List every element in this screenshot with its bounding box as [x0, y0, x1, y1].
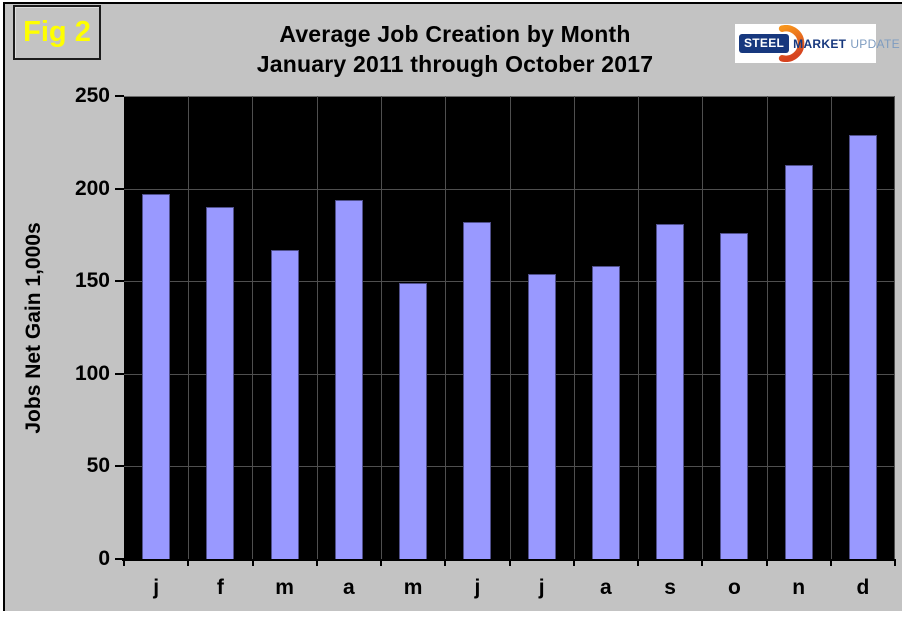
x-tick-label: n: [792, 576, 806, 599]
y-axis-tick: [115, 465, 124, 468]
bar: [206, 207, 235, 559]
x-tick-label: m: [275, 576, 294, 599]
plot-area: [124, 96, 895, 559]
x-axis-tick: [123, 559, 125, 566]
x-tick-label: s: [664, 576, 676, 599]
logo-steel-badge: STEEL: [739, 34, 790, 53]
v-gridline: [445, 96, 447, 559]
chart-title-line1: Average Job Creation by Month: [279, 21, 631, 47]
y-tick-label: 200: [74, 176, 110, 200]
x-tick-label: m: [403, 576, 423, 599]
y-tick-label: 250: [74, 84, 110, 107]
x-axis-tick: [765, 559, 768, 566]
bar: [463, 221, 492, 559]
chart-title: Average Job Creation by Month January 20…: [135, 19, 775, 79]
bar: [270, 249, 299, 559]
v-gridline: [830, 96, 832, 559]
x-axis-tick: [572, 559, 575, 566]
x-axis-tick: [380, 559, 382, 566]
v-gridline: [637, 96, 639, 559]
y-axis-tick: [115, 187, 124, 190]
bar: [399, 283, 428, 559]
logo-market-text: MARKET: [793, 36, 847, 51]
y-tick-label: 100: [74, 361, 110, 385]
x-tick-label: j: [474, 576, 481, 599]
chart-title-line2: January 2011 through October 2017: [256, 51, 654, 77]
x-axis-tick: [315, 559, 318, 566]
x-axis-tick: [251, 559, 254, 566]
x-axis-tick: [637, 559, 639, 566]
y-tick-label: 0: [98, 547, 110, 570]
x-tick-label: j: [153, 576, 160, 599]
x-tick-label: d: [856, 576, 870, 599]
x-tick-label: f: [216, 576, 224, 599]
bar: [848, 134, 877, 559]
y-axis-tick: [115, 280, 124, 283]
bar: [527, 273, 556, 559]
bar: [591, 266, 620, 559]
x-axis-tick: [508, 559, 511, 566]
v-gridline: [702, 96, 704, 559]
crescent-icon: [778, 25, 805, 62]
v-gridline: [252, 96, 254, 559]
v-gridline: [894, 96, 895, 559]
y-axis-tick: [115, 558, 124, 560]
x-tick-label: j: [538, 576, 545, 599]
v-gridline: [380, 96, 382, 559]
v-gridline: [188, 96, 190, 559]
x-axis-tick: [894, 559, 896, 566]
v-gridline: [573, 96, 575, 559]
bar: [720, 233, 749, 559]
logo-update-text: UPDATE: [850, 36, 900, 51]
figure-label: Fig 2: [23, 16, 91, 48]
figure-label-box: Fig 2: [13, 5, 101, 60]
y-tick-label: 50: [86, 454, 110, 478]
steel-market-update-logo: STEEL MARKET UPDATE: [735, 24, 900, 63]
y-axis-tick: [115, 95, 124, 97]
y-tick-label: 150: [74, 269, 110, 293]
v-gridline: [766, 96, 768, 559]
y-axis-tick: [115, 372, 124, 375]
v-gridline: [316, 96, 318, 559]
bar: [334, 199, 363, 559]
x-axis-tick: [187, 559, 190, 566]
x-tick-label: o: [727, 576, 741, 599]
y-axis-title: Jobs Net Gain 1,000s: [22, 222, 45, 434]
x-tick-label: a: [600, 576, 612, 599]
x-axis-tick: [444, 559, 447, 566]
x-axis-tick: [829, 559, 832, 566]
bar: [656, 223, 685, 559]
x-tick-label: a: [343, 576, 355, 599]
bar: [784, 164, 813, 559]
x-axis-tick: [701, 559, 704, 566]
v-gridline: [509, 96, 511, 559]
bar: [142, 194, 171, 559]
